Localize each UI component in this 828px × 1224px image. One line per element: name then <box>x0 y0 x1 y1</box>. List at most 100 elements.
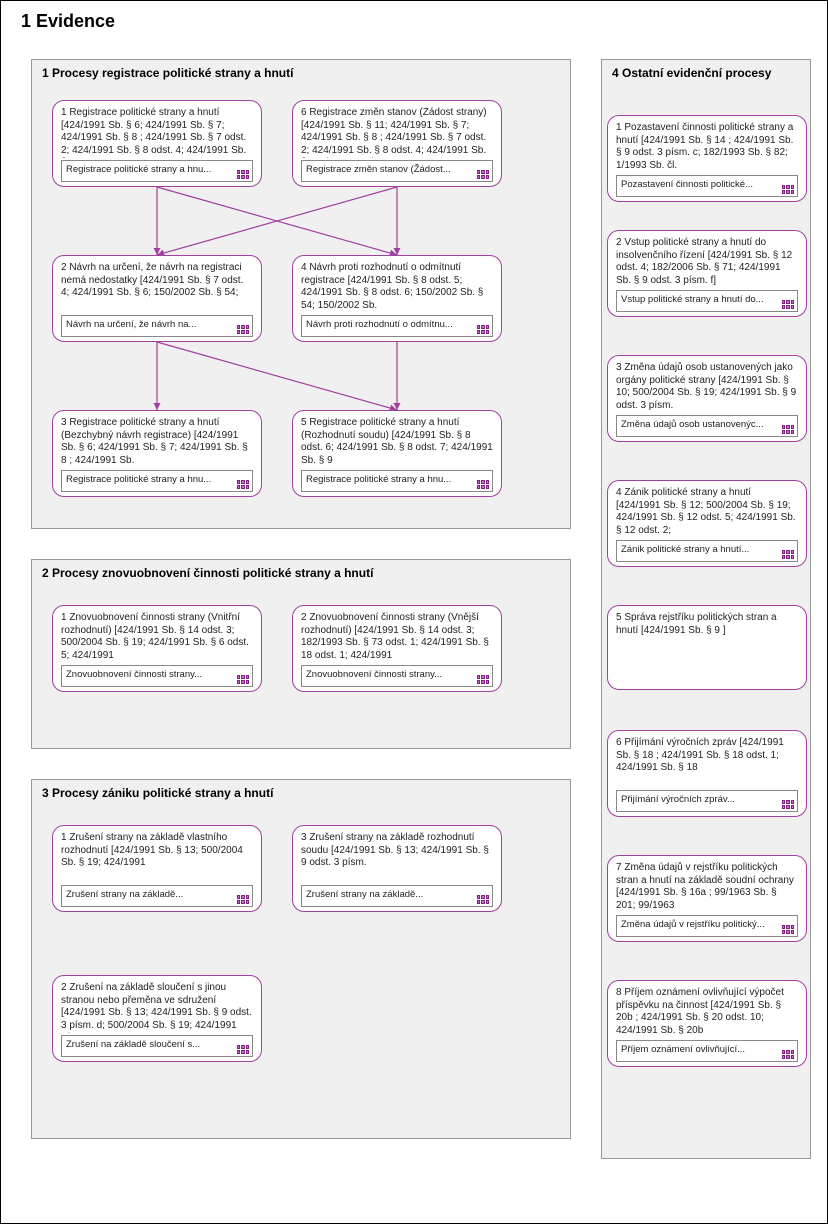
node-title: 1 Znovuobnovení činnosti strany (Vnitřní… <box>61 612 253 663</box>
sublabel-text: Registrace politické strany a hnu... <box>306 474 451 485</box>
node-title: 5 Registrace politické strany a hnutí (R… <box>301 417 493 468</box>
node-sublabel[interactable]: Zrušení na základě sloučení s... <box>61 1035 253 1057</box>
node-title: 6 Přijímání výročních zpráv [424/1991 Sb… <box>616 737 798 788</box>
sublabel-text: Registrace politické strany a hnu... <box>66 164 211 175</box>
section-title: 4 Ostatní evidenční procesy <box>612 66 771 80</box>
process-node[interactable]: 3 Zrušení strany na základě rozhodnutí s… <box>292 825 502 912</box>
flow-arrow <box>157 187 397 255</box>
process-node[interactable]: 4 Návrh proti rozhodnutí o odmítnutí reg… <box>292 255 502 342</box>
process-node[interactable]: 2 Vstup politické strany a hnutí do inso… <box>607 230 807 317</box>
node-sublabel[interactable]: Registrace změn stanov (Žádost... <box>301 160 493 182</box>
process-node[interactable]: 2 Zrušení na základě sloučení s jinou st… <box>52 975 262 1062</box>
grid-icon <box>782 925 794 934</box>
section-title: 1 Procesy registrace politické strany a … <box>42 66 293 80</box>
process-node[interactable]: 1 Znovuobnovení činnosti strany (Vnitřní… <box>52 605 262 692</box>
node-title: 6 Registrace změn stanov (Žádost strany)… <box>301 107 493 158</box>
process-node[interactable]: 8 Příjem oznámení ovlivňující výpočet př… <box>607 980 807 1067</box>
section-s2: 2 Procesy znovuobnovení činnosti politic… <box>31 559 571 749</box>
sublabel-text: Zánik politické strany a hnutí... <box>621 544 749 555</box>
node-title: 4 Návrh proti rozhodnutí o odmítnutí reg… <box>301 262 493 313</box>
node-sublabel[interactable]: Návrh na určení, že návrh na... <box>61 315 253 337</box>
process-node[interactable]: 4 Zánik politické strany a hnutí [424/19… <box>607 480 807 567</box>
grid-icon <box>237 895 249 904</box>
grid-icon <box>782 185 794 194</box>
node-sublabel[interactable]: Vstup politické strany a hnutí do... <box>616 290 798 312</box>
node-sublabel[interactable]: Registrace politické strany a hnu... <box>301 470 493 492</box>
node-sublabel[interactable]: Znovuobnovení činnosti strany... <box>61 665 253 687</box>
process-node[interactable]: 6 Registrace změn stanov (Žádost strany)… <box>292 100 502 187</box>
process-node[interactable]: 3 Změna údajů osob ustanovených jako org… <box>607 355 807 442</box>
node-title: 2 Znovuobnovení činnosti strany (Vnější … <box>301 612 493 663</box>
grid-icon <box>477 170 489 179</box>
grid-icon <box>237 170 249 179</box>
process-node[interactable]: 3 Registrace politické strany a hnutí (B… <box>52 410 262 497</box>
node-title: 3 Změna údajů osob ustanovených jako org… <box>616 362 798 413</box>
node-title: 4 Zánik politické strany a hnutí [424/19… <box>616 487 798 538</box>
node-title: 5 Správa rejstříku politických stran a h… <box>616 612 798 663</box>
node-title: 1 Zrušení strany na základě vlastního ro… <box>61 832 253 883</box>
node-sublabel[interactable]: Zrušení strany na základě... <box>301 885 493 907</box>
process-node[interactable]: 2 Znovuobnovení činnosti strany (Vnější … <box>292 605 502 692</box>
node-title: 2 Návrh na určení, že návrh na registrac… <box>61 262 253 313</box>
process-node[interactable]: 1 Pozastavení činnosti politické strany … <box>607 115 807 202</box>
sublabel-text: Návrh proti rozhodnutí o odmítnu... <box>306 319 453 330</box>
node-sublabel[interactable]: Zánik politické strany a hnutí... <box>616 540 798 562</box>
node-sublabel[interactable]: Přijímání výročních zpráv... <box>616 790 798 812</box>
node-sublabel[interactable]: Znovuobnovení činnosti strany... <box>301 665 493 687</box>
node-sublabel[interactable]: Registrace politické strany a hnu... <box>61 470 253 492</box>
sublabel-text: Zrušení strany na základě... <box>306 889 423 900</box>
grid-icon <box>237 325 249 334</box>
process-node[interactable]: 6 Přijímání výročních zpráv [424/1991 Sb… <box>607 730 807 817</box>
process-node[interactable]: 2 Návrh na určení, že návrh na registrac… <box>52 255 262 342</box>
process-node[interactable]: 1 Zrušení strany na základě vlastního ro… <box>52 825 262 912</box>
grid-icon <box>477 895 489 904</box>
grid-icon <box>477 325 489 334</box>
node-sublabel[interactable]: Změna údajů v rejstříku politický... <box>616 915 798 937</box>
node-title: 2 Zrušení na základě sloučení s jinou st… <box>61 982 253 1033</box>
node-title: 3 Zrušení strany na základě rozhodnutí s… <box>301 832 493 883</box>
grid-icon <box>782 550 794 559</box>
node-sublabel[interactable]: Registrace politické strany a hnu... <box>61 160 253 182</box>
sublabel-text: Pozastavení činnosti politické... <box>621 179 753 190</box>
grid-icon <box>477 480 489 489</box>
sublabel-text: Změna údajů v rejstříku politický... <box>621 919 765 930</box>
grid-icon <box>237 675 249 684</box>
sublabel-text: Registrace politické strany a hnu... <box>66 474 211 485</box>
sublabel-text: Příjem oznámení ovlivňující... <box>621 1044 745 1055</box>
node-title: 3 Registrace politické strany a hnutí (B… <box>61 417 253 468</box>
node-title: 1 Registrace politické strany a hnutí [4… <box>61 107 253 158</box>
node-sublabel[interactable]: Příjem oznámení ovlivňující... <box>616 1040 798 1062</box>
page-frame: 1 Evidence 1 Procesy registrace politick… <box>0 0 828 1224</box>
sublabel-text: Změna údajů osob ustanovenýc... <box>621 419 764 430</box>
grid-icon <box>782 800 794 809</box>
node-sublabel[interactable]: Návrh proti rozhodnutí o odmítnu... <box>301 315 493 337</box>
node-title: 8 Příjem oznámení ovlivňující výpočet př… <box>616 987 798 1038</box>
sublabel-text: Registrace změn stanov (Žádost... <box>306 164 451 175</box>
grid-icon <box>782 1050 794 1059</box>
section-title: 2 Procesy znovuobnovení činnosti politic… <box>42 566 373 580</box>
flow-arrow <box>157 342 397 410</box>
process-node[interactable]: 1 Registrace politické strany a hnutí [4… <box>52 100 262 187</box>
page-title: 1 Evidence <box>21 11 115 32</box>
section-s4: 4 Ostatní evidenční procesy 1 Pozastavení… <box>601 59 811 1159</box>
sublabel-text: Přijímání výročních zpráv... <box>621 794 735 805</box>
sublabel-text: Vstup politické strany a hnutí do... <box>621 294 764 305</box>
grid-icon <box>782 425 794 434</box>
node-title: 2 Vstup politické strany a hnutí do inso… <box>616 237 798 288</box>
node-sublabel[interactable]: Zrušení strany na základě... <box>61 885 253 907</box>
sublabel-text: Zrušení strany na základě... <box>66 889 183 900</box>
flow-arrow <box>157 187 397 255</box>
grid-icon <box>782 300 794 309</box>
sublabel-text: Zrušení na základě sloučení s... <box>66 1039 200 1050</box>
sublabel-text: Znovuobnovení činnosti strany... <box>306 669 442 680</box>
grid-icon <box>237 1045 249 1054</box>
node-sublabel[interactable]: Změna údajů osob ustanovenýc... <box>616 415 798 437</box>
process-node[interactable]: 7 Změna údajů v rejstříku politických st… <box>607 855 807 942</box>
process-node[interactable]: 5 Registrace politické strany a hnutí (R… <box>292 410 502 497</box>
node-title: 7 Změna údajů v rejstříku politických st… <box>616 862 798 913</box>
process-node[interactable]: 5 Správa rejstříku politických stran a h… <box>607 605 807 690</box>
grid-icon <box>477 675 489 684</box>
node-sublabel[interactable]: Pozastavení činnosti politické... <box>616 175 798 197</box>
sublabel-text: Návrh na určení, že návrh na... <box>66 319 196 330</box>
section-title: 3 Procesy zániku politické strany a hnut… <box>42 786 273 800</box>
